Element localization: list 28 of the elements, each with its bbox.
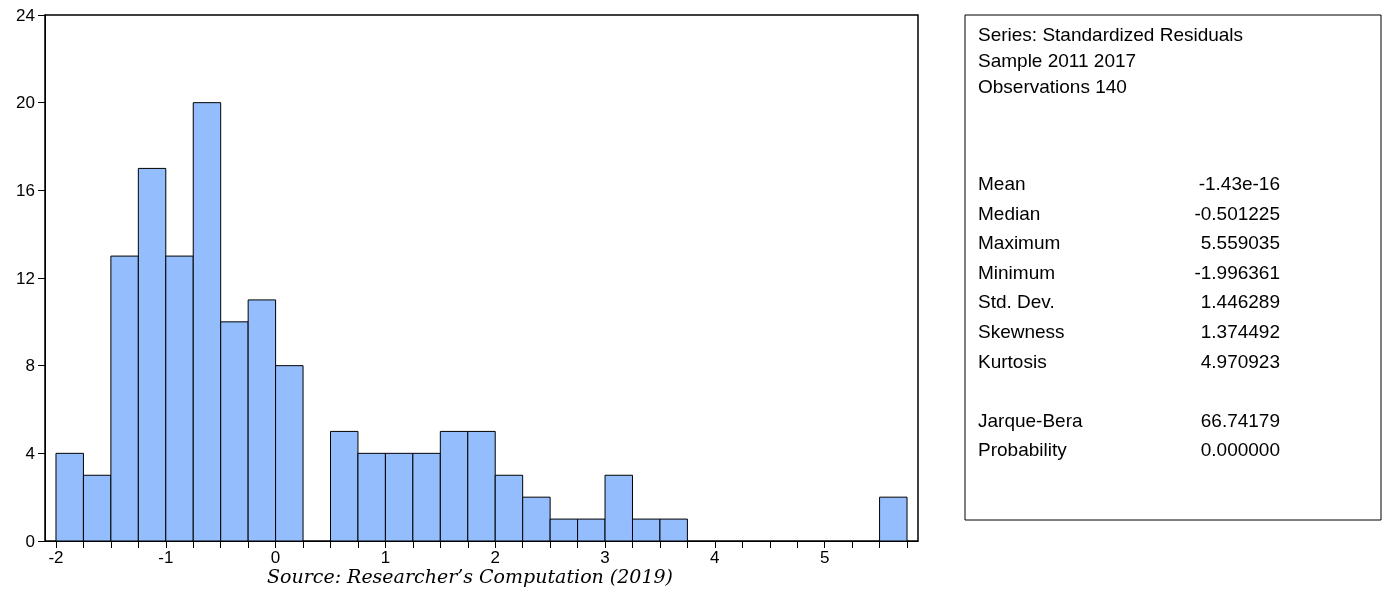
x-tick-label: 5 [819,548,830,567]
text: Maximum 5.559035 [978,232,1280,254]
source-note: Source: Researcher’s Computation (2019) [266,564,674,587]
text: Mean -1.43e-16 [978,173,1280,194]
x-tick-label: 4 [710,548,720,567]
y-tick-label: 12 [16,268,35,288]
text: Sample 2011 2017 [978,50,1137,71]
y-tick-label: 8 [25,356,35,376]
x-tick-label: -2 [48,548,64,567]
x-tick-label: 0 [270,548,281,567]
y-tick-label: 0 [25,531,35,551]
text: Std. Dev. 1.446289 [978,291,1280,313]
y-tick-label: 4 [25,443,35,463]
text: Jarque-Bera 66.74179 [978,409,1280,431]
y-tick-label: 20 [16,93,35,113]
text: Series: Standardized Residuals [978,24,1244,45]
x-tick-label: -1 [158,548,174,567]
x-tick-label: 3 [600,548,610,567]
y-tick-label: 24 [16,5,35,25]
text: Skewness 1.374492 [978,321,1280,342]
text: Kurtosis 4.970923 [978,350,1280,372]
x-tick-label: 2 [490,548,500,567]
y-tick-label: 16 [16,180,35,200]
text: Observations 140 [978,76,1127,97]
text: Minimum -1.996361 [978,261,1280,283]
text: Probability 0.000000 [978,439,1280,461]
x-tick-label: 1 [380,548,391,567]
text: Median -0.501225 [978,202,1280,224]
